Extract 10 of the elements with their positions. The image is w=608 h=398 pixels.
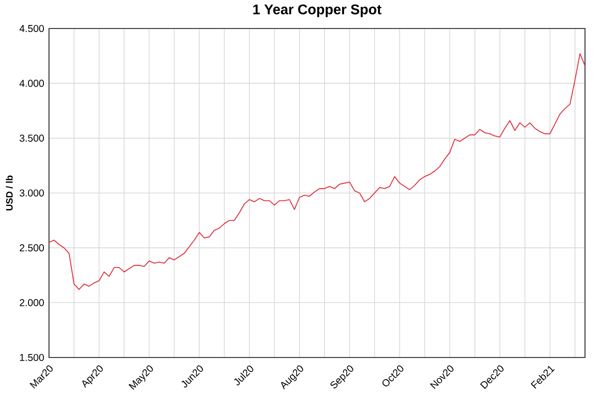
y-axis-title: USD / lb [6, 175, 13, 210]
line-series [49, 53, 585, 290]
y-tick-label: 4.000 [20, 80, 44, 87]
chart-title: 1 Year Copper Spot [253, 4, 382, 18]
y-tick-label: 4.500 [20, 24, 44, 32]
y-tick-label: 3.000 [20, 189, 44, 197]
y-tick-label: 2.000 [20, 299, 44, 306]
y-tick-label: 2.500 [20, 244, 44, 252]
y-tick-label: 1.500 [20, 354, 44, 362]
y-tick-label: 3.500 [20, 134, 44, 142]
